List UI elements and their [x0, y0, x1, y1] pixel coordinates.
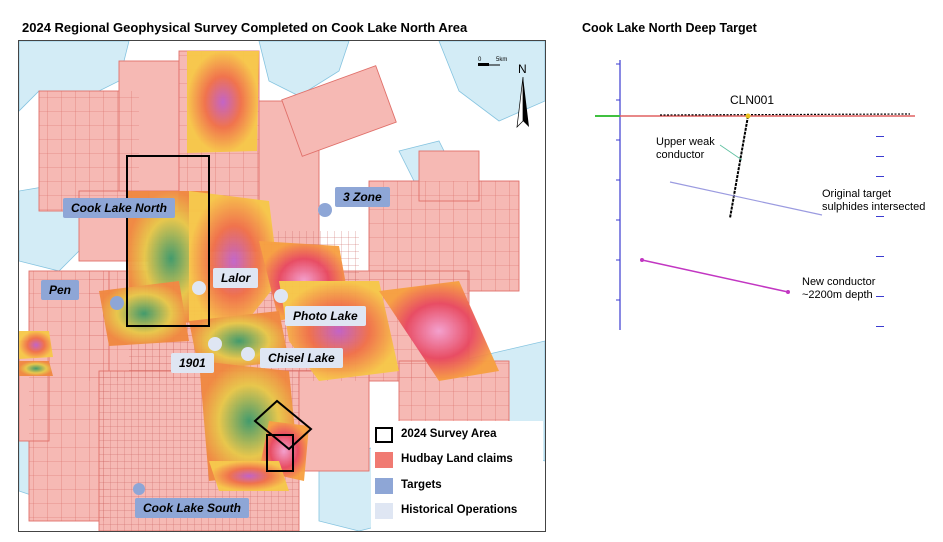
hist-dot-1901: [208, 337, 222, 351]
new-conductor-plate: [641, 259, 789, 293]
target-dot-cook-lake-south: [133, 483, 145, 495]
hist-dot-lalor: [192, 281, 206, 295]
north-arrow-icon: [516, 76, 529, 128]
collar-marker: [745, 113, 751, 119]
section-canvas: [595, 60, 915, 330]
legend-label: Hudbay Land claims: [401, 453, 513, 465]
annotation-new-conductor: New conductor ~2200m depth: [802, 276, 876, 301]
drill-hole-cln001: [729, 115, 749, 219]
survey-area-outlines: [126, 155, 313, 472]
upper-weak-pointer: [719, 144, 743, 161]
label-photo-lake: Photo Lake: [285, 306, 366, 326]
label-3-zone: 3 Zone: [335, 187, 390, 207]
geophysical-map: 0 5km N 3 Zone Cook Lake North Pen Cook …: [18, 40, 546, 532]
section-title: Cook Lake North Deep Target: [582, 21, 757, 35]
label-1901: 1901: [171, 353, 214, 373]
scale-end: 5km: [496, 57, 507, 63]
label-chisel-lake: Chisel Lake: [260, 348, 343, 368]
annotation-original-target: Original target sulphides intersected: [822, 188, 926, 213]
cross-section: CLN001 Upper weak conductor Original tar…: [590, 50, 930, 350]
label-cook-lake-south: Cook Lake South: [135, 498, 250, 518]
map-legend: 2024 Survey Area Hudbay Land claims Targ…: [371, 421, 543, 529]
axis-ticks: [616, 63, 620, 301]
label-cook-lake-north: Cook Lake North: [63, 198, 176, 218]
legend-swatch: [375, 427, 393, 443]
legend-swatch: [375, 452, 393, 468]
scale-bar: 0 5km: [478, 57, 507, 66]
label-lalor: Lalor: [213, 268, 259, 288]
legend-label: 2024 Survey Area: [401, 428, 497, 440]
survey-overlay: [19, 51, 499, 491]
original-target-plate: [669, 181, 823, 216]
legend-label: Targets: [401, 479, 442, 491]
north-label: N: [518, 62, 527, 76]
map-title: 2024 Regional Geophysical Survey Complet…: [22, 20, 468, 35]
right-ticks: [876, 136, 884, 327]
hole-label: CLN001: [730, 93, 775, 107]
legend-swatch: [375, 478, 393, 494]
annotation-upper-weak: Upper weak conductor: [656, 136, 715, 161]
map-canvas: 0 5km N: [19, 41, 545, 531]
legend-label: Historical Operations: [401, 504, 518, 516]
target-dot-3-zone: [318, 203, 332, 217]
location-dots: [110, 203, 332, 495]
surface-points: [659, 113, 911, 116]
label-pen: Pen: [41, 280, 80, 300]
legend-swatch: [375, 503, 393, 519]
hist-dot-chisel-lake: [241, 347, 255, 361]
hist-dot-photo-lake: [274, 289, 288, 303]
target-dot-pen: [110, 296, 124, 310]
scale-start: 0: [478, 57, 482, 63]
